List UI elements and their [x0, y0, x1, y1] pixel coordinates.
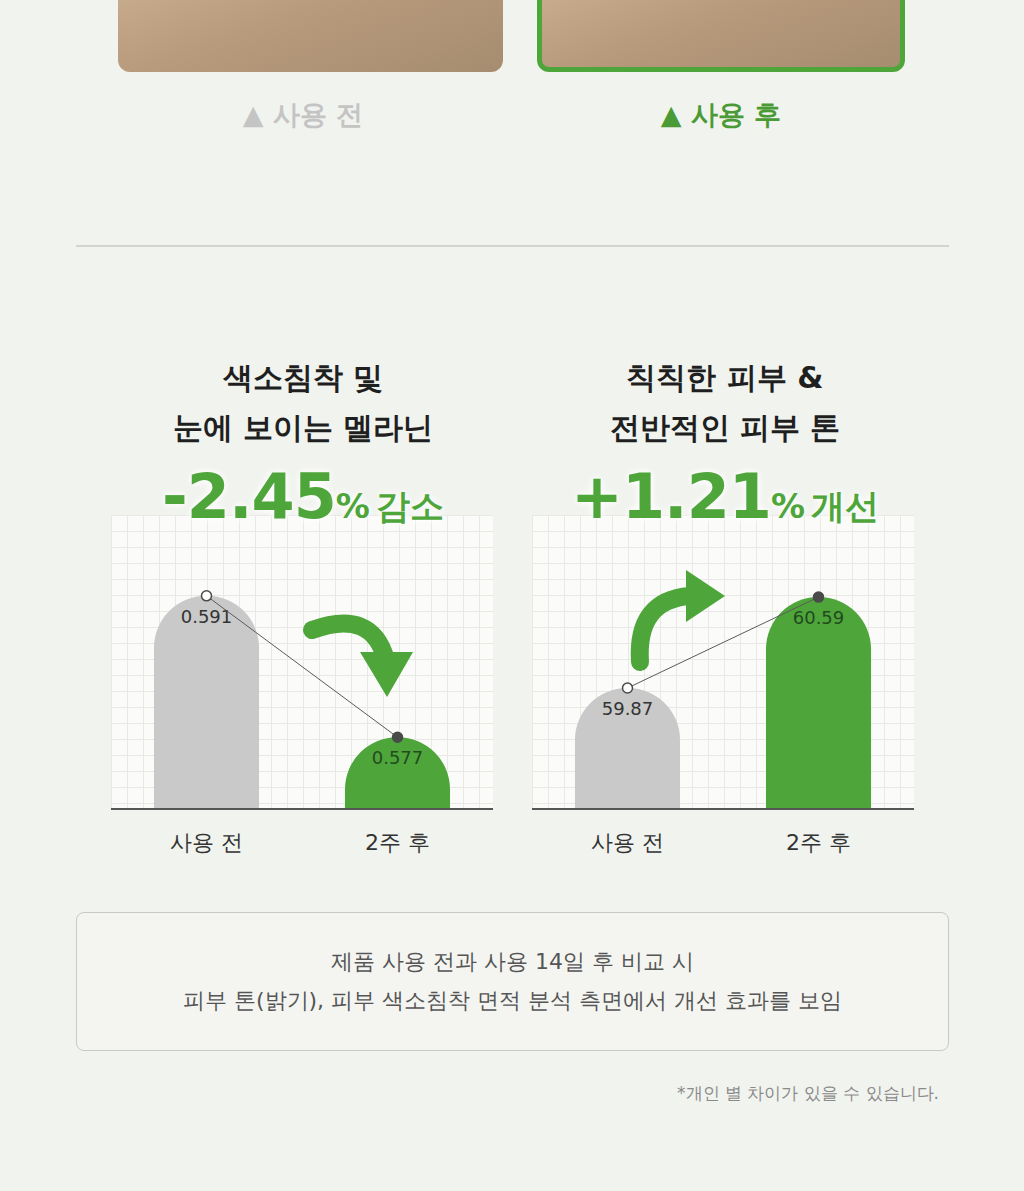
html-text:▲ 사용 후: ▲ 사용 후 — [660, 99, 782, 130]
svg-text:2주 후: 2주 후 — [365, 830, 430, 855]
svg-text:사용 전: 사용 전 — [591, 830, 664, 855]
svg-text:2주 후: 2주 후 — [786, 830, 851, 855]
svg-text:0.591: 0.591 — [181, 606, 233, 627]
html-text:-2.45%감소: -2.45%감소 — [162, 460, 444, 533]
html-text:+1.21% 개선: +1.21% 개선 — [571, 460, 879, 533]
html-text:피부 톤(밝기), 피부 색소침착 면적 분석 측면에서 개: 피부 톤(밝기), 피부 색소침착 면적 분석 측면에서 개선 효과를 보임 — [182, 988, 842, 1013]
html-text:▲ 사용 전: ▲ 사용 전 — [242, 99, 364, 130]
html-text:*개인 별 차이가 있을 수 있습니다.: *개인 별 차이가 있을 수 있습니다. — [677, 1083, 939, 1103]
svg-text:사용 전: 사용 전 — [170, 830, 243, 855]
svg-text:60.59: 60.59 — [793, 607, 845, 628]
svg-text:59.87: 59.87 — [602, 698, 654, 719]
html-text:제품 사용 전과 사용 14일 후 비교 시: 제품 사용 전과 사용 14일 후 비교 시 — [331, 949, 694, 974]
html-text:칙칙한 피부 & 전반적인 피부 톤: 칙칙한 피부 & 전반적인 피부 톤 — [609, 360, 841, 445]
svg-text:0.577: 0.577 — [372, 747, 424, 768]
html-text:색소침착 및 눈에 보이는 멜라닌: 색소침착 및 눈에 보이는 멜라닌 — [172, 360, 434, 445]
